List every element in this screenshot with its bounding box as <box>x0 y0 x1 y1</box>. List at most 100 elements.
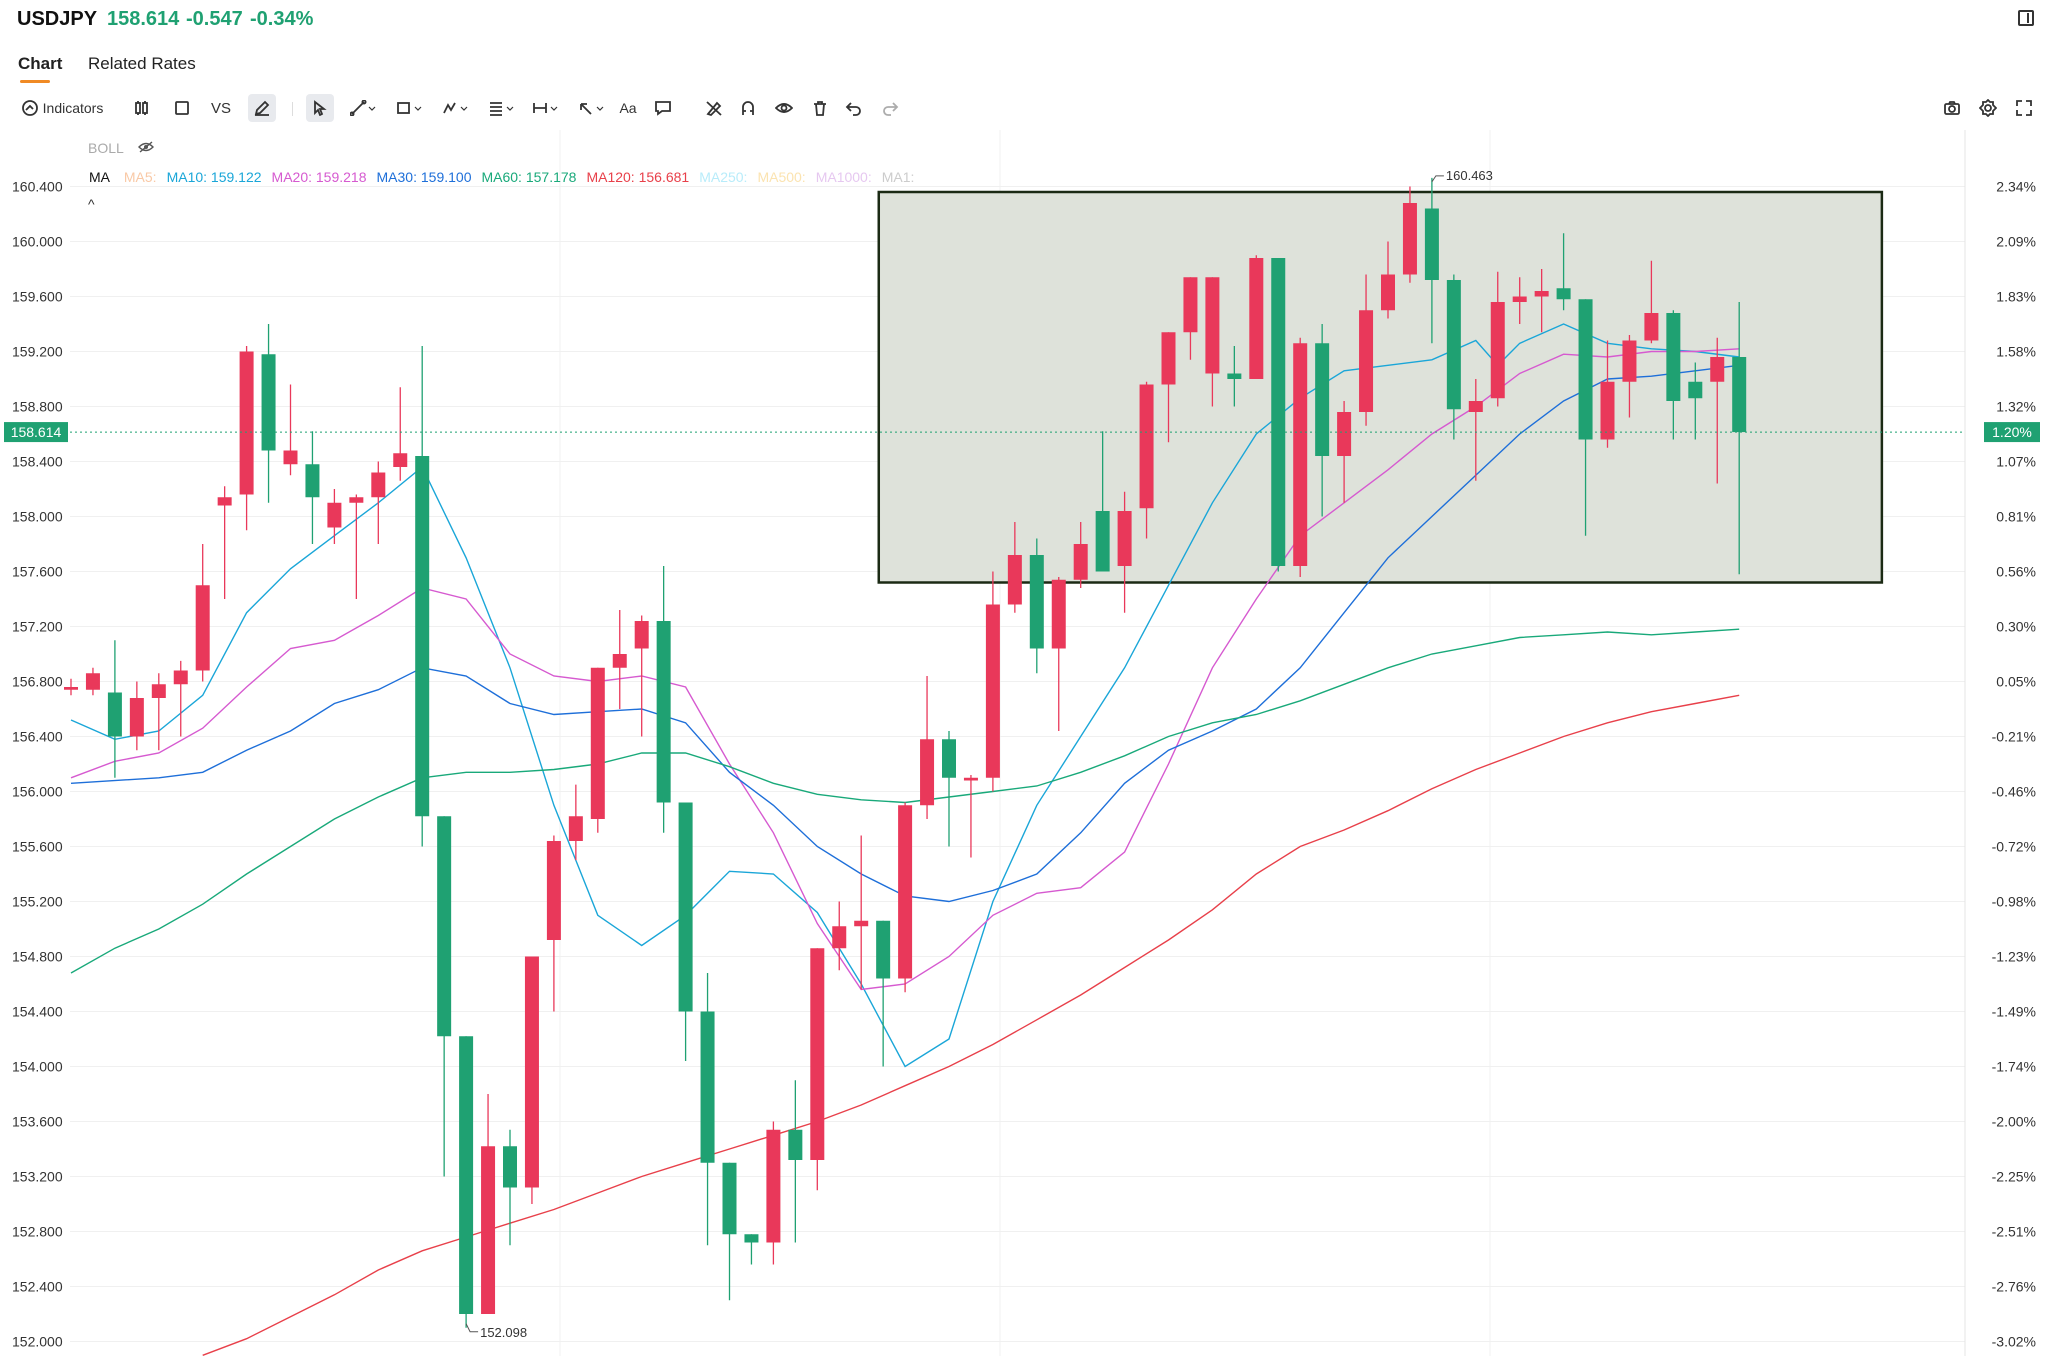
camera-icon <box>1944 101 1960 115</box>
candle-body <box>415 456 430 817</box>
ma-legend-item: MA1000: <box>815 169 872 185</box>
indicators-button[interactable]: Indicators <box>16 94 108 122</box>
percent-tick-label: 0.30% <box>1996 619 2036 635</box>
percent-tick-label: -0.21% <box>1992 729 2036 745</box>
last-price-percent-label: 1.20% <box>1992 424 2032 440</box>
chart-toolbar: Indicators VS Aa <box>0 92 2048 124</box>
percent-tick-label: -3.02% <box>1992 1334 2036 1350</box>
candle-body <box>1117 511 1132 566</box>
drawing-toggle-button[interactable] <box>248 94 276 122</box>
candle-body <box>459 1036 474 1314</box>
last-price-tag-label: 158.614 <box>11 424 62 440</box>
candle-body <box>393 453 408 467</box>
price-change-percent: -0.34% <box>250 8 314 30</box>
candle-type-button[interactable] <box>130 94 154 122</box>
percent-tick-label: -2.25% <box>1992 1169 2036 1185</box>
ma-legend-item: MA500: <box>757 169 806 185</box>
undo-icon <box>845 102 861 116</box>
last-price-percent-tag <box>1984 422 2040 443</box>
last-price-tag <box>4 422 68 443</box>
ma-legend-item: MA5: <box>123 169 157 185</box>
settings-button[interactable] <box>1976 94 2000 122</box>
measure-tool-button[interactable] <box>528 94 562 122</box>
hide-drawings-button[interactable] <box>702 94 726 122</box>
candle-body <box>1183 277 1198 333</box>
y-tick-label: 153.600 <box>12 1114 63 1130</box>
percent-tick-label: -2.51% <box>1992 1224 2036 1240</box>
candle-body <box>700 1011 715 1163</box>
screenshot-button[interactable] <box>1940 94 1964 122</box>
percent-tick-label: -1.23% <box>1992 949 2036 965</box>
text-tool-button[interactable]: Aa <box>619 100 637 116</box>
redo-button[interactable] <box>878 94 902 122</box>
undo-button[interactable] <box>842 94 866 122</box>
y-tick-label: 154.400 <box>12 1004 63 1020</box>
ma-legend-item: MA250: <box>699 169 748 185</box>
candle-body <box>217 497 232 506</box>
candle-body <box>898 805 913 979</box>
ma-indicator-legend[interactable]: MA MA5: MA10: 159.122 MA20: 159.218 MA30: 1… <box>89 169 924 185</box>
candle-body <box>1161 332 1176 385</box>
candle-body <box>1007 555 1022 605</box>
cursor-tool-button[interactable] <box>306 94 334 122</box>
candle-body <box>1644 313 1659 341</box>
candle-body <box>1227 373 1242 379</box>
last-price: 158.614 <box>107 8 180 30</box>
tab-related-rates[interactable]: Related Rates <box>88 54 196 73</box>
symbol-title: USDJPY <box>17 8 98 30</box>
candle-body <box>1315 343 1330 456</box>
candle-body <box>766 1129 781 1243</box>
y-tick-label: 155.600 <box>12 839 63 855</box>
y-tick-label: 158.400 <box>12 454 63 470</box>
candle-body <box>788 1129 803 1160</box>
candle-body <box>678 802 693 1012</box>
pattern-tool-button[interactable] <box>438 94 472 122</box>
candle-body <box>942 739 956 778</box>
boll-indicator-label[interactable]: BOLL <box>88 140 124 156</box>
tab-bar: Chart Related Rates <box>0 48 400 84</box>
candle-body <box>481 1146 496 1314</box>
trend-line-tool-button[interactable] <box>346 94 380 122</box>
candle-body <box>107 692 122 737</box>
gear-icon <box>1979 99 1997 117</box>
y-tick-label: 152.400 <box>12 1279 63 1295</box>
delete-drawings-button[interactable] <box>808 94 832 122</box>
candle-body <box>195 585 210 671</box>
toolbar-divider <box>292 102 293 116</box>
tab-chart[interactable]: Chart <box>18 54 63 73</box>
y-tick-label: 160.000 <box>12 234 63 250</box>
ma-legend-item: MA1: <box>881 169 915 185</box>
fibonacci-tool-button[interactable] <box>484 94 518 122</box>
y-tick-label: 159.200 <box>12 344 63 360</box>
y-tick-label: 158.000 <box>12 509 63 525</box>
arrow-tool-button[interactable] <box>574 94 608 122</box>
redo-icon <box>883 102 899 116</box>
candle-body <box>546 841 561 940</box>
shape-tool-button[interactable] <box>392 94 426 122</box>
percent-tick-label: 1.83% <box>1996 289 2036 305</box>
layout-button[interactable] <box>170 94 194 122</box>
cursor-arrow-icon <box>314 100 327 116</box>
candle-body <box>1337 412 1352 456</box>
eye-hidden-icon[interactable] <box>138 141 154 153</box>
collapse-indicators-caret[interactable]: ^ <box>88 196 95 212</box>
ma-legend-item: MA20: 159.218 <box>271 169 367 185</box>
candle-body <box>524 956 539 1188</box>
candle-body <box>1512 296 1527 302</box>
y-tick-label: 156.000 <box>12 784 63 800</box>
percent-tick-label: 0.81% <box>1996 509 2036 525</box>
candle-body <box>876 920 891 979</box>
compare-vs-button[interactable]: VS <box>210 99 231 117</box>
percent-tick-label: -0.46% <box>1992 784 2036 800</box>
visibility-button[interactable] <box>772 94 796 122</box>
pattern-icon <box>443 102 468 114</box>
ma-line-ma120 <box>202 694 1740 1356</box>
fullscreen-button[interactable] <box>2012 94 2036 122</box>
collapse-panel-icon[interactable] <box>2018 10 2034 26</box>
indicators-icon <box>21 100 38 116</box>
percent-tick-label: -1.49% <box>1992 1004 2036 1020</box>
candle-body <box>261 354 276 451</box>
magnet-button[interactable] <box>736 94 760 122</box>
comment-tool-button[interactable] <box>650 94 676 122</box>
